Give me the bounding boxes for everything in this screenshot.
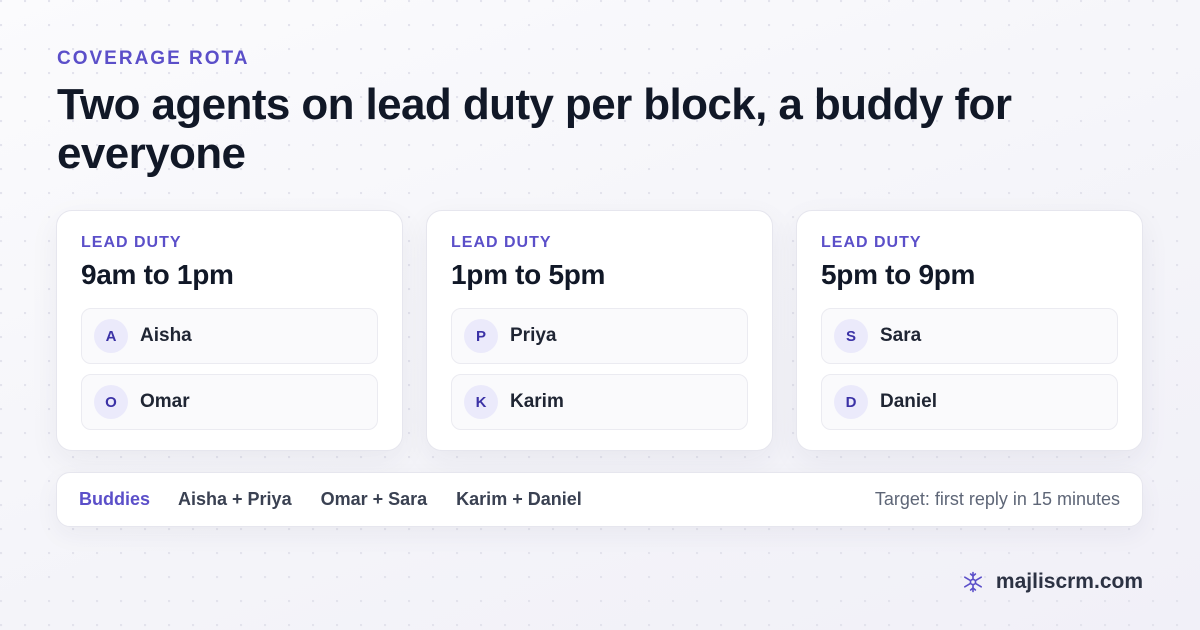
avatar: P	[464, 319, 498, 353]
brand-url[interactable]: majliscrm.com	[995, 570, 1143, 593]
block-card-afternoon: LEAD DUTY 1pm to 5pm P Priya K Karim	[426, 210, 773, 451]
avatar: D	[834, 385, 868, 419]
buddy-pair: Aisha + Priya	[178, 489, 292, 509]
agent-name: Priya	[510, 325, 557, 346]
block-card-morning: LEAD DUTY 9am to 1pm A Aisha O Omar	[56, 210, 403, 451]
reply-target: Target: first reply in 15 minutes	[874, 489, 1120, 509]
block-label: LEAD DUTY	[451, 234, 552, 251]
agent-name: Sara	[880, 325, 922, 346]
block-label: LEAD DUTY	[821, 234, 922, 251]
block-time: 1pm to 5pm	[451, 259, 606, 290]
buddy-pair: Omar + Sara	[320, 489, 428, 509]
agent-row: A Aisha	[81, 308, 378, 364]
agent-name: Aisha	[140, 325, 192, 346]
agent-name: Karim	[510, 391, 564, 412]
agent-name: Omar	[140, 391, 190, 412]
buddies-bar: Buddies Aisha + Priya Omar + Sara Karim …	[56, 472, 1143, 527]
buddy-pair: Karim + Daniel	[456, 489, 582, 509]
agent-row: K Karim	[451, 374, 748, 430]
eyebrow-label: COVERAGE ROTA	[57, 48, 250, 69]
snowflake-logo-icon	[963, 571, 982, 593]
agent-row: P Priya	[451, 308, 748, 364]
block-label: LEAD DUTY	[81, 234, 182, 251]
agent-row: S Sara	[821, 308, 1118, 364]
buddies-label: Buddies	[79, 489, 151, 509]
avatar: S	[834, 319, 868, 353]
agent-row: D Daniel	[821, 374, 1118, 430]
headline: Two agents on lead duty per block, a bud…	[57, 80, 1012, 178]
agent-name: Daniel	[880, 391, 938, 412]
avatar: K	[464, 385, 498, 419]
brand: majliscrm.com	[962, 570, 1143, 594]
avatar: A	[94, 319, 128, 353]
block-card-evening: LEAD DUTY 5pm to 9pm S Sara D Daniel	[796, 210, 1143, 451]
avatar: O	[94, 385, 128, 419]
block-time: 9am to 1pm	[81, 259, 234, 290]
agent-row: O Omar	[81, 374, 378, 430]
block-time: 5pm to 9pm	[821, 259, 976, 290]
